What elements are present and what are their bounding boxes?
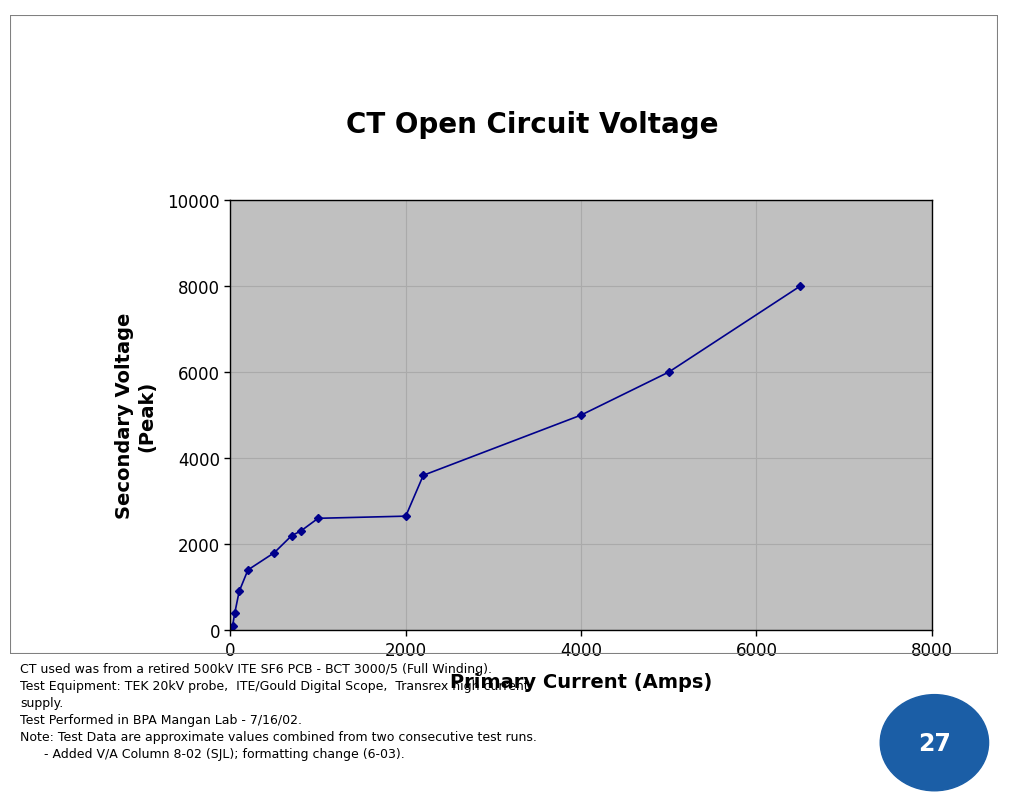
Circle shape [881, 695, 988, 791]
Y-axis label: Secondary Voltage
(Peak): Secondary Voltage (Peak) [116, 312, 157, 519]
Text: CT used was from a retired 500kV ITE SF6 PCB - BCT 3000/5 (Full Winding).
Test E: CT used was from a retired 500kV ITE SF6… [20, 662, 538, 760]
X-axis label: Primary Current (Amps): Primary Current (Amps) [450, 673, 713, 691]
Text: CT Open Circuit Voltage: CT Open Circuit Voltage [346, 111, 719, 138]
Text: 27: 27 [918, 731, 951, 755]
